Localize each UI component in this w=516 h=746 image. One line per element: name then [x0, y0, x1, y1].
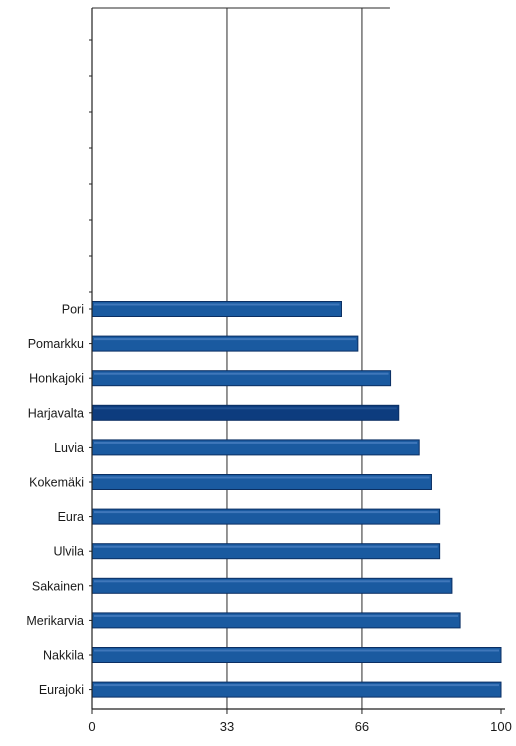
bar-shine-eura — [94, 511, 438, 514]
category-label-eura: Eura — [58, 510, 84, 524]
category-label-pori: Pori — [62, 303, 84, 317]
axes — [89, 7, 505, 714]
bar-shine-pomarkku — [94, 338, 356, 341]
category-label-nakkila: Nakkila — [43, 649, 84, 663]
grid-lines — [226, 8, 363, 709]
bar-shine-kokemäki — [94, 476, 430, 479]
category-label-sakainen: Sakainen — [32, 579, 84, 593]
category-label-harjavalta: Harjavalta — [28, 406, 84, 420]
tick-labels: 0 33 66 100 — [88, 719, 511, 734]
bar-shine-eurajoki — [94, 684, 499, 687]
category-label-eurajoki: Eurajoki — [39, 683, 84, 697]
bar-shine-nakkila — [94, 649, 499, 652]
category-label-luvia: Luvia — [54, 441, 84, 455]
category-label-honkajoki: Honkajoki — [29, 372, 84, 386]
bar-shine-sakainen — [94, 580, 450, 583]
bar-shine-ulvila — [94, 545, 438, 548]
x-tick-label-66: 66 — [355, 719, 369, 734]
x-tick-label-0: 0 — [88, 719, 95, 734]
bar-shine-merikarvia — [94, 614, 459, 617]
bar-shine-harjavalta — [94, 407, 397, 410]
bar-shine-honkajoki — [94, 372, 389, 375]
bars — [91, 301, 502, 698]
bar-shine-luvia — [94, 441, 418, 444]
category-label-ulvila: Ulvila — [53, 545, 84, 559]
x-tick-label-100: 100 — [490, 719, 512, 734]
category-label-merikarvia: Merikarvia — [26, 614, 84, 628]
category-label-pomarkku: Pomarkku — [28, 337, 84, 351]
category-labels: Pori Pomarkku Honkajoki Harjavalta Luvia Koke… — [26, 303, 84, 698]
bar-shine-pori — [94, 303, 340, 306]
category-label-kokemäki: Kokemäki — [29, 476, 84, 490]
x-tick-label-33: 33 — [220, 719, 234, 734]
